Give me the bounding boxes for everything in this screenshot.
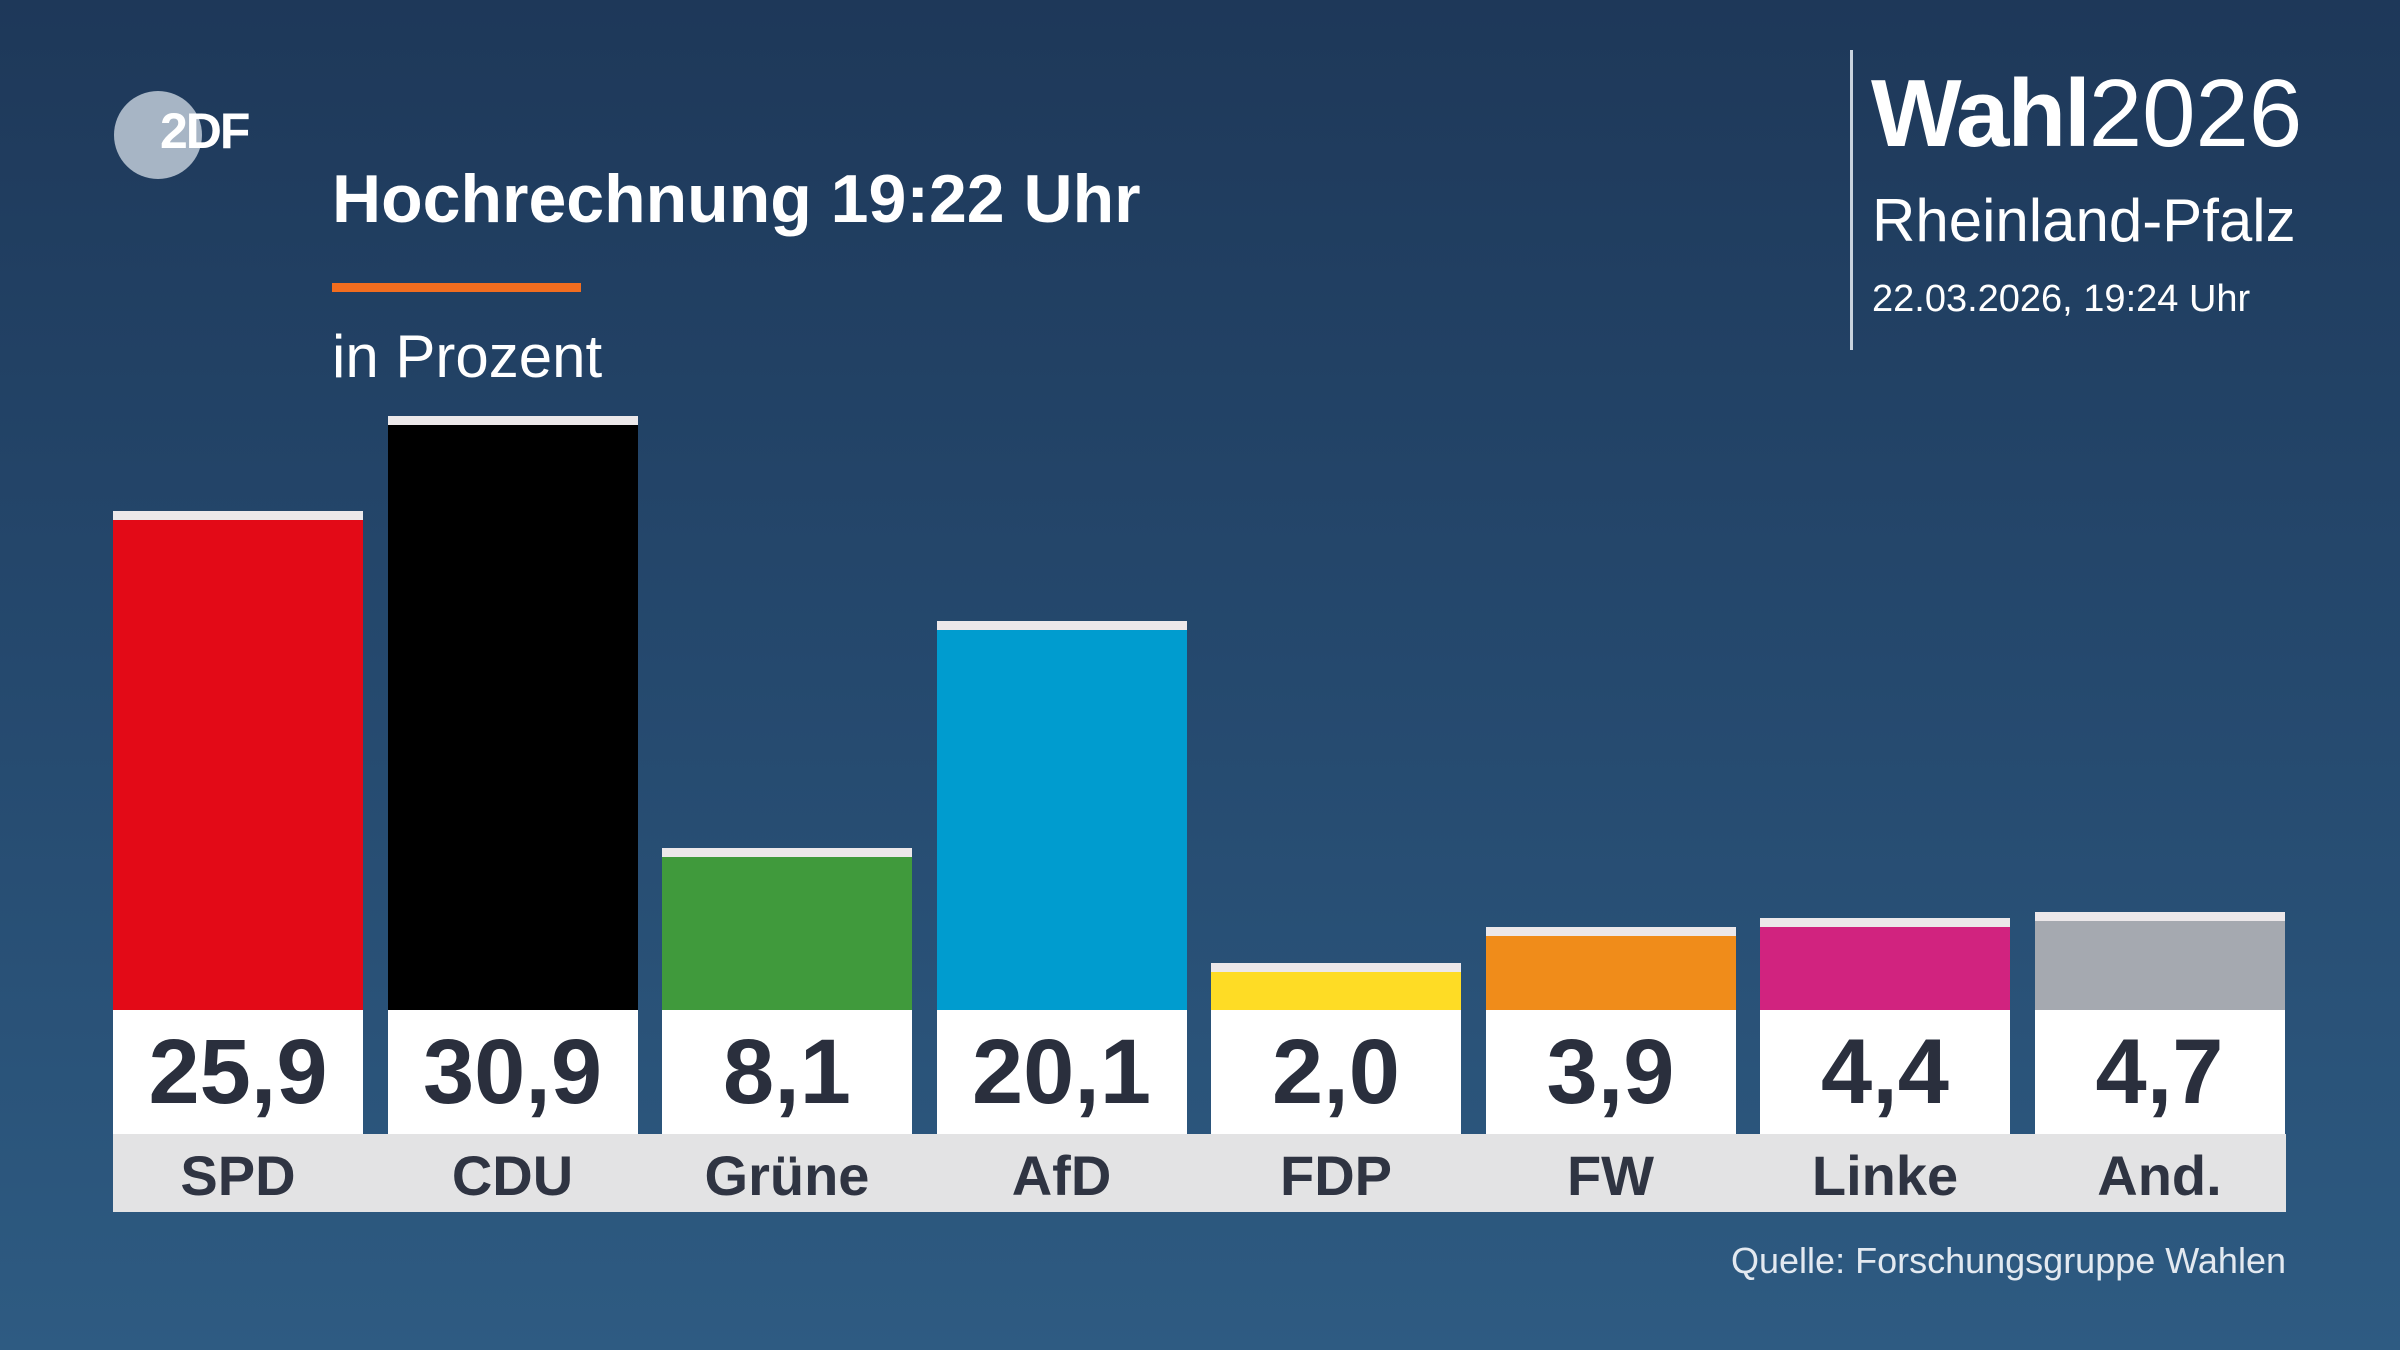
bar-cap — [936, 620, 1187, 630]
category-label: And. — [2097, 1144, 2222, 1207]
region-name: Rheinland-Pfalz — [1872, 187, 2296, 254]
value-label: 4,4 — [1760, 1010, 2010, 1134]
bar-afd — [936, 620, 1187, 1010]
bar-cap — [113, 510, 363, 520]
category-label: FDP — [1280, 1144, 1392, 1207]
bar-cap — [1211, 963, 1461, 973]
value-label: 2,0 — [1211, 1010, 1461, 1134]
category-label: SPD — [180, 1144, 296, 1207]
value-label: 30,9 — [387, 1010, 638, 1134]
source-note: Quelle: Forschungsgruppe Wahlen — [1731, 1240, 2286, 1281]
divider — [1850, 50, 1853, 350]
value-label: 4,7 — [2034, 1010, 2285, 1134]
wahl-brand: Wahl2026 — [1871, 60, 2303, 167]
chart-subtitle: in Prozent — [332, 323, 603, 390]
bar-cap — [2034, 912, 2285, 922]
bar-fw — [1485, 927, 1736, 1010]
category-label: Linke — [1811, 1144, 1959, 1207]
bar-cap — [662, 847, 912, 857]
category-label: FW — [1566, 1144, 1655, 1207]
category-label: Grüne — [704, 1144, 870, 1207]
bar-cap — [1760, 917, 2010, 927]
bar-linke — [1760, 917, 2010, 1010]
category-label: AfD — [1011, 1144, 1112, 1207]
bar-spd — [113, 510, 363, 1010]
bar-fdp — [1211, 963, 1461, 1010]
bar-cap — [387, 416, 638, 426]
title-underline — [332, 283, 581, 292]
value-label: 3,9 — [1485, 1010, 1736, 1134]
zdf-logo: 2DF — [160, 103, 250, 159]
value-label: 25,9 — [113, 1010, 363, 1134]
bar-cdu — [387, 416, 638, 1010]
timestamp: 22.03.2026, 19:24 Uhr — [1872, 278, 2251, 320]
value-label: 8,1 — [662, 1010, 912, 1134]
label-band — [113, 1134, 2286, 1212]
category-label: CDU — [451, 1144, 574, 1207]
bar-grüne — [662, 847, 912, 1010]
zdf-logo-circle — [114, 91, 202, 179]
value-label: 20,1 — [936, 1010, 1187, 1134]
bar-and — [2034, 912, 2285, 1010]
bar-cap — [1485, 927, 1736, 937]
chart-title: Hochrechnung 19:22 Uhr — [332, 161, 1141, 237]
